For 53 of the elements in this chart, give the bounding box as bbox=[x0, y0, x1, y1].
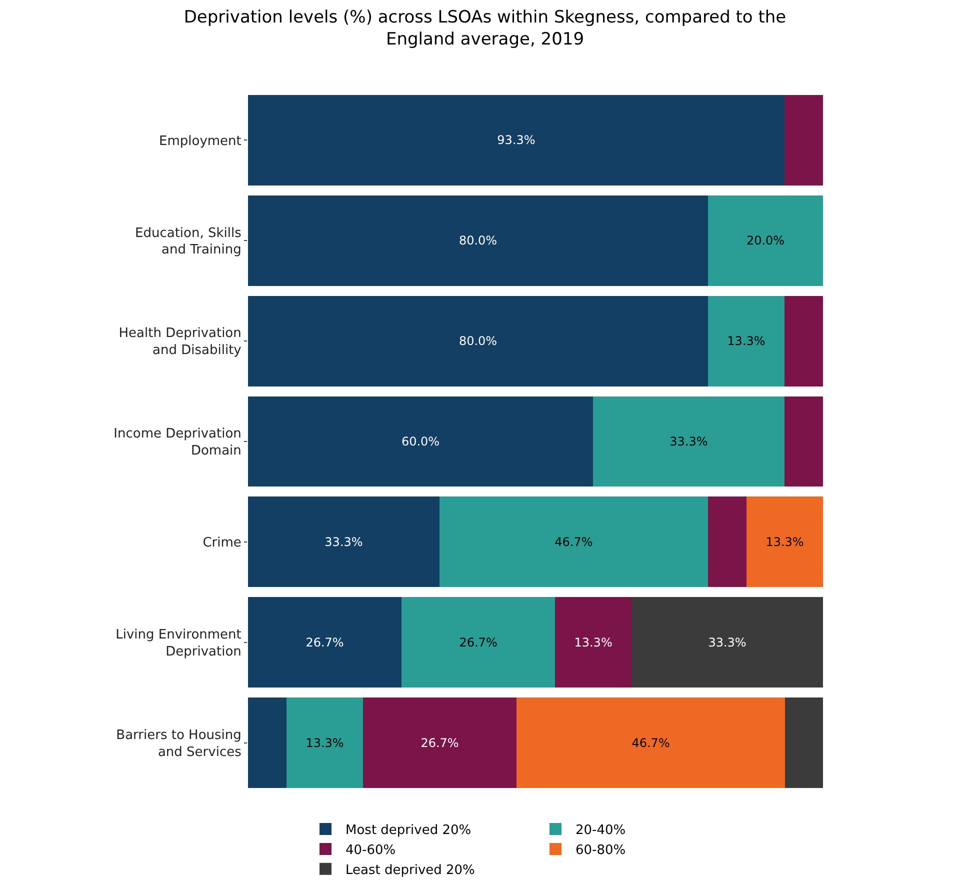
data-label: 46.7% bbox=[632, 736, 670, 750]
bar bbox=[248, 597, 402, 688]
data-label: 33.3% bbox=[670, 434, 708, 448]
bar bbox=[248, 296, 708, 386]
bar bbox=[632, 597, 823, 688]
data-label: 13.3% bbox=[574, 635, 612, 650]
y-tick-label: Living Environment Deprivation bbox=[116, 627, 242, 660]
legend-label: Least deprived 20% bbox=[346, 862, 475, 878]
bar bbox=[555, 597, 632, 688]
data-label: 80.0% bbox=[458, 234, 498, 248]
data-label: 26.7% bbox=[459, 635, 498, 650]
chart-title: Deprivation levels (%) across LSOAs within Skegness, compared to the England average, 2019 bbox=[184, 7, 786, 50]
y-tick-label: Employment bbox=[159, 134, 242, 149]
bar bbox=[593, 396, 784, 487]
bar bbox=[708, 496, 747, 588]
legend-label: Most deprived 20% bbox=[346, 823, 472, 838]
bar bbox=[516, 698, 786, 788]
bar bbox=[439, 496, 708, 588]
data-label: 80.0% bbox=[458, 334, 498, 348]
y-tick-label: Income Deprivation Domain bbox=[114, 426, 242, 458]
data-label: 26.7% bbox=[306, 635, 344, 650]
data-label: 13.3% bbox=[727, 334, 766, 348]
bar bbox=[785, 698, 823, 788]
y-tick-label: Barriers to Housing and Services bbox=[116, 728, 242, 760]
data-label: 26.7% bbox=[420, 736, 459, 750]
bar bbox=[248, 195, 708, 286]
y-tick-label: Health Deprivation and Disability bbox=[118, 326, 242, 358]
data-label: 33.3% bbox=[324, 534, 363, 549]
legend-label: 20-40% bbox=[576, 823, 626, 838]
data-label: 33.3% bbox=[708, 635, 746, 650]
bar bbox=[286, 698, 363, 788]
y-tick-label: Education, Skills and Training bbox=[135, 226, 242, 258]
data-label: 60.0% bbox=[401, 434, 440, 448]
bar bbox=[248, 496, 440, 588]
bar bbox=[248, 95, 784, 186]
data-label: 13.3% bbox=[306, 736, 344, 750]
bar bbox=[708, 195, 823, 286]
bar bbox=[248, 396, 593, 487]
bar bbox=[784, 296, 823, 386]
bar bbox=[746, 496, 823, 588]
data-label: 20.0% bbox=[746, 234, 785, 248]
bar bbox=[363, 698, 517, 788]
bar bbox=[248, 698, 287, 788]
bar bbox=[784, 396, 823, 487]
bar bbox=[402, 597, 556, 688]
y-tick-label: Crime bbox=[202, 535, 242, 550]
data-label: 93.3% bbox=[497, 133, 536, 148]
bar bbox=[708, 296, 784, 386]
bar bbox=[784, 95, 823, 186]
legend-label: 60-80% bbox=[576, 843, 626, 858]
data-label: 13.3% bbox=[766, 534, 804, 549]
data-label: 46.7% bbox=[554, 534, 593, 549]
legend-label: 40-60% bbox=[346, 843, 396, 858]
